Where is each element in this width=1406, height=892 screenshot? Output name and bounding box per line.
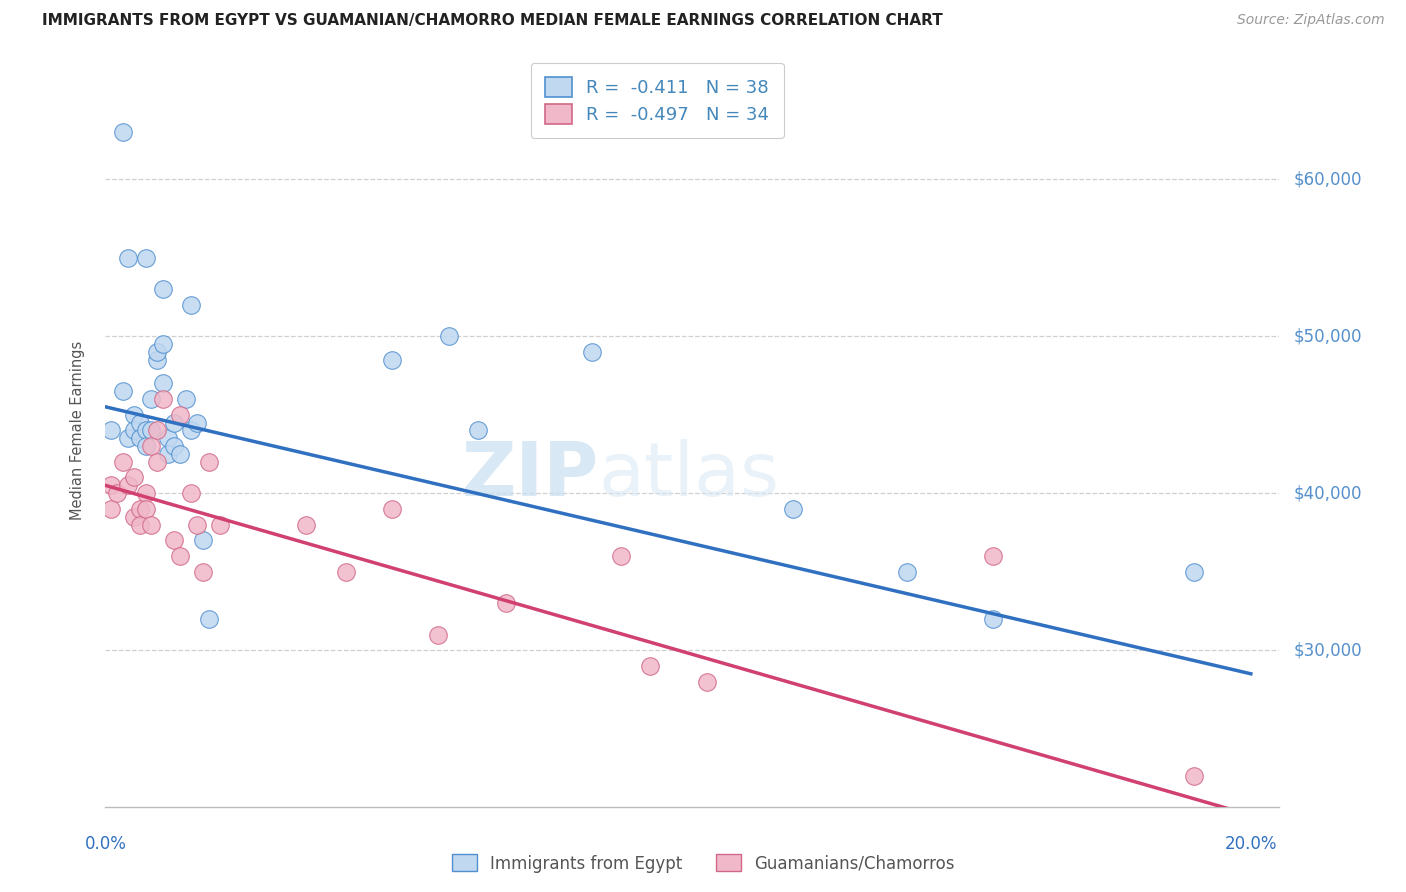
- Text: ZIP: ZIP: [461, 439, 599, 512]
- Point: [191, 533, 214, 548]
- Point: [111, 125, 134, 139]
- Point: [437, 329, 460, 343]
- Point: [169, 447, 191, 461]
- Point: [135, 486, 157, 500]
- Point: [122, 424, 145, 438]
- Point: [186, 416, 208, 430]
- Point: [157, 431, 180, 445]
- Text: 0.0%: 0.0%: [84, 835, 127, 853]
- Point: [208, 517, 231, 532]
- Legend: R =  -0.411   N = 38, R =  -0.497   N = 34: R = -0.411 N = 38, R = -0.497 N = 34: [530, 62, 785, 138]
- Point: [146, 424, 169, 438]
- Point: [100, 502, 122, 516]
- Point: [581, 344, 603, 359]
- Point: [335, 565, 357, 579]
- Point: [197, 455, 219, 469]
- Point: [105, 486, 128, 500]
- Point: [100, 424, 122, 438]
- Point: [146, 344, 169, 359]
- Point: [1182, 769, 1205, 783]
- Point: [122, 408, 145, 422]
- Point: [610, 549, 633, 563]
- Point: [638, 659, 661, 673]
- Point: [1182, 565, 1205, 579]
- Point: [111, 455, 134, 469]
- Point: [146, 455, 169, 469]
- Point: [981, 612, 1004, 626]
- Point: [100, 478, 122, 492]
- Point: [141, 392, 163, 406]
- Point: [111, 384, 134, 398]
- Point: [135, 502, 157, 516]
- Point: [152, 282, 174, 296]
- Text: $50,000: $50,000: [1294, 327, 1362, 345]
- Point: [169, 408, 191, 422]
- Point: [180, 486, 202, 500]
- Point: [128, 431, 150, 445]
- Text: $60,000: $60,000: [1294, 170, 1362, 188]
- Point: [381, 502, 404, 516]
- Point: [426, 627, 449, 641]
- Point: [180, 298, 202, 312]
- Point: [152, 392, 174, 406]
- Point: [128, 502, 150, 516]
- Point: [141, 439, 163, 453]
- Text: atlas: atlas: [599, 439, 779, 512]
- Point: [146, 352, 169, 367]
- Point: [157, 447, 180, 461]
- Point: [122, 509, 145, 524]
- Point: [135, 439, 157, 453]
- Point: [117, 478, 139, 492]
- Point: [141, 424, 163, 438]
- Point: [174, 392, 197, 406]
- Point: [981, 549, 1004, 563]
- Point: [495, 596, 517, 610]
- Point: [128, 517, 150, 532]
- Point: [180, 424, 202, 438]
- Point: [295, 517, 318, 532]
- Point: [696, 674, 718, 689]
- Point: [782, 502, 804, 516]
- Point: [197, 612, 219, 626]
- Point: [135, 251, 157, 265]
- Y-axis label: Median Female Earnings: Median Female Earnings: [70, 341, 84, 520]
- Point: [152, 376, 174, 391]
- Point: [163, 416, 186, 430]
- Point: [117, 251, 139, 265]
- Point: [169, 549, 191, 563]
- Legend: Immigrants from Egypt, Guamanians/Chamorros: Immigrants from Egypt, Guamanians/Chamor…: [444, 847, 962, 880]
- Point: [381, 352, 404, 367]
- Point: [896, 565, 918, 579]
- Text: $30,000: $30,000: [1294, 641, 1362, 659]
- Point: [163, 439, 186, 453]
- Point: [467, 424, 489, 438]
- Text: $40,000: $40,000: [1294, 484, 1362, 502]
- Point: [122, 470, 145, 484]
- Point: [163, 533, 186, 548]
- Text: Source: ZipAtlas.com: Source: ZipAtlas.com: [1237, 13, 1385, 28]
- Text: IMMIGRANTS FROM EGYPT VS GUAMANIAN/CHAMORRO MEDIAN FEMALE EARNINGS CORRELATION C: IMMIGRANTS FROM EGYPT VS GUAMANIAN/CHAMO…: [42, 13, 943, 29]
- Point: [117, 431, 139, 445]
- Point: [152, 337, 174, 351]
- Point: [141, 517, 163, 532]
- Point: [186, 517, 208, 532]
- Text: 20.0%: 20.0%: [1225, 835, 1277, 853]
- Point: [135, 424, 157, 438]
- Point: [191, 565, 214, 579]
- Point: [128, 416, 150, 430]
